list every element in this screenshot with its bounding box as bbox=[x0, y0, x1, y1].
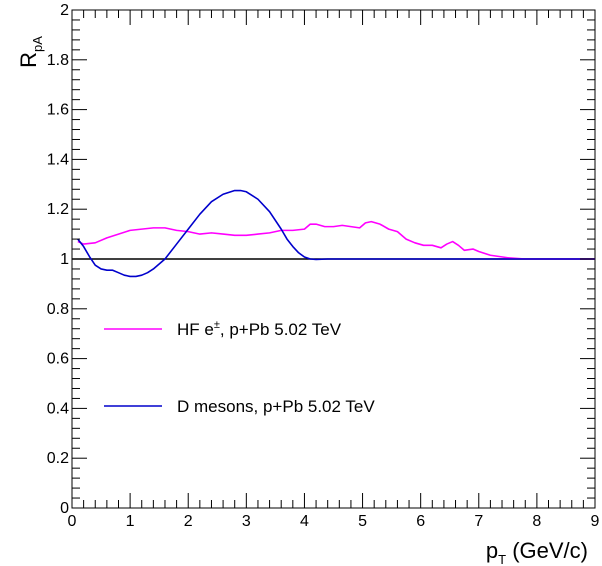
y-tick-label: 2 bbox=[60, 2, 69, 19]
legend-label-hf-rest: , p+Pb 5.02 TeV bbox=[220, 320, 342, 339]
x-axis-title: pT (GeV/c) bbox=[486, 538, 588, 566]
x-tick-label: 6 bbox=[416, 513, 425, 530]
x-axis-ticks: 0 1 2 3 4 5 6 7 8 9 bbox=[68, 10, 600, 530]
series-layer bbox=[77, 189, 595, 278]
x-tick-label: 0 bbox=[68, 513, 77, 530]
x-tick-label: 1 bbox=[126, 513, 135, 530]
y-tick-label: 1.8 bbox=[47, 52, 69, 69]
y-tick-label: 1 bbox=[60, 251, 69, 268]
x-tick-label: 9 bbox=[591, 513, 600, 530]
y-tick-label: 1.4 bbox=[47, 151, 69, 168]
legend-label-hf-electrons: HF e±, p+Pb 5.02 TeV bbox=[177, 319, 342, 339]
x-tick-label: 2 bbox=[184, 513, 193, 530]
y-tick-label: 0.6 bbox=[47, 351, 69, 368]
legend-label-d-mesons: D mesons, p+Pb 5.02 TeV bbox=[177, 397, 375, 416]
y-tick-label: 0.8 bbox=[47, 301, 69, 318]
x-tick-label: 3 bbox=[242, 513, 251, 530]
legend-label-hf-sup: ± bbox=[214, 319, 220, 331]
x-axis-title-main: p bbox=[486, 538, 498, 563]
x-tick-label: 4 bbox=[300, 513, 309, 530]
legend-label-hf-main: HF e bbox=[177, 320, 214, 339]
y-axis-title-main: R bbox=[16, 52, 41, 68]
x-tick-label: 7 bbox=[474, 513, 483, 530]
svg-text:RpA: RpA bbox=[16, 36, 45, 68]
y-tick-label: 1.2 bbox=[47, 201, 69, 218]
y-axis-ticks: 0 0.2 0.4 0.6 0.8 1 1.2 1.4 1.6 1.8 2 bbox=[47, 2, 595, 517]
series-line-d-mesons bbox=[77, 189, 595, 278]
y-axis-title-sub: pA bbox=[30, 36, 45, 52]
y-tick-label: 0.4 bbox=[47, 400, 69, 417]
legend: HF e±, p+Pb 5.02 TeV D mesons, p+Pb 5.02… bbox=[104, 319, 375, 416]
x-axis-title-sub: T bbox=[498, 552, 506, 566]
x-tick-label: 8 bbox=[532, 513, 541, 530]
y-tick-label: 1.6 bbox=[47, 102, 69, 119]
series-line-hf-electrons bbox=[77, 220, 595, 260]
y-tick-label: 0.2 bbox=[47, 450, 69, 467]
x-tick-label: 5 bbox=[358, 513, 367, 530]
y-axis-title: RpA bbox=[16, 36, 45, 68]
x-axis-title-rest: (GeV/c) bbox=[506, 538, 588, 563]
y-tick-label: 0 bbox=[60, 500, 69, 517]
